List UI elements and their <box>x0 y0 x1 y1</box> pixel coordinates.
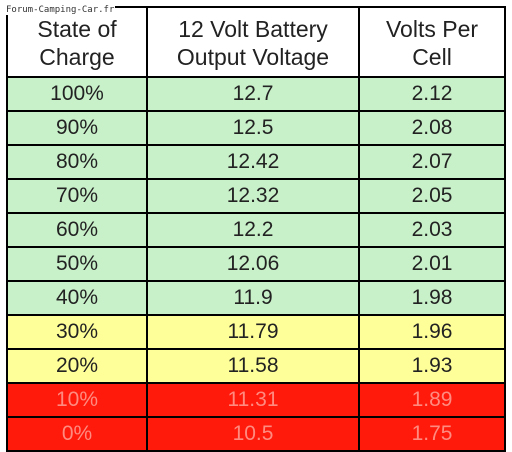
header-line: Volts Per <box>385 16 479 42</box>
volts-per-cell-cell: 1.96 <box>358 314 506 350</box>
watermark-label: Forum-Camping-Car.fr <box>5 5 116 15</box>
table-row: 20% 11.58 1.93 <box>6 348 506 384</box>
volts-per-cell-cell: 2.03 <box>358 212 506 248</box>
volts-per-cell-cell: 2.05 <box>358 178 506 214</box>
state-of-charge-cell: 100% <box>6 76 148 112</box>
header-line: Charge <box>39 44 115 70</box>
table-row: 100% 12.7 2.12 <box>6 76 506 112</box>
volts-per-cell-cell: 2.01 <box>358 246 506 282</box>
table-row: 10% 11.31 1.89 <box>6 382 506 418</box>
output-voltage-cell: 11.31 <box>146 382 360 418</box>
output-voltage-cell: 12.06 <box>146 246 360 282</box>
table-body: 100% 12.7 2.12 90% 12.5 2.08 80% 12.42 2.07 70% 12… <box>6 76 506 452</box>
header-output-voltage: 12 Volt Battery Output Voltage <box>146 6 360 78</box>
state-of-charge-cell: 90% <box>6 110 148 146</box>
header-line: Output Voltage <box>176 44 330 70</box>
state-of-charge-cell: 30% <box>6 314 148 350</box>
output-voltage-cell: 11.79 <box>146 314 360 350</box>
header-volts-per-cell: Volts Per Cell <box>358 6 506 78</box>
table-row: 80% 12.42 2.07 <box>6 144 506 180</box>
table-row: 90% 12.5 2.08 <box>6 110 506 146</box>
header-line: 12 Volt Battery <box>178 16 328 42</box>
volts-per-cell-cell: 1.93 <box>358 348 506 384</box>
table-row: 70% 12.32 2.05 <box>6 178 506 214</box>
volts-per-cell-cell: 1.98 <box>358 280 506 316</box>
battery-charge-table: State of Charge 12 Volt Battery Output V… <box>6 6 506 452</box>
output-voltage-cell: 11.58 <box>146 348 360 384</box>
header-state-of-charge: State of Charge <box>6 6 148 78</box>
table-row: 40% 11.9 1.98 <box>6 280 506 316</box>
state-of-charge-cell: 70% <box>6 178 148 214</box>
table-row: 50% 12.06 2.01 <box>6 246 506 282</box>
header-line: State of <box>37 16 117 42</box>
volts-per-cell-cell: 2.12 <box>358 76 506 112</box>
state-of-charge-cell: 20% <box>6 348 148 384</box>
table-row: 60% 12.2 2.03 <box>6 212 506 248</box>
volts-per-cell-cell: 2.07 <box>358 144 506 180</box>
volts-per-cell-cell: 2.08 <box>358 110 506 146</box>
table-header-row: State of Charge 12 Volt Battery Output V… <box>6 6 506 78</box>
state-of-charge-cell: 80% <box>6 144 148 180</box>
state-of-charge-cell: 50% <box>6 246 148 282</box>
output-voltage-cell: 12.32 <box>146 178 360 214</box>
table-row: 30% 11.79 1.96 <box>6 314 506 350</box>
state-of-charge-cell: 40% <box>6 280 148 316</box>
state-of-charge-cell: 10% <box>6 382 148 418</box>
output-voltage-cell: 12.2 <box>146 212 360 248</box>
volts-per-cell-cell: 1.89 <box>358 382 506 418</box>
output-voltage-cell: 11.9 <box>146 280 360 316</box>
output-voltage-cell: 12.5 <box>146 110 360 146</box>
output-voltage-cell: 12.7 <box>146 76 360 112</box>
state-of-charge-cell: 60% <box>6 212 148 248</box>
header-line: Cell <box>412 44 452 70</box>
output-voltage-cell: 12.42 <box>146 144 360 180</box>
